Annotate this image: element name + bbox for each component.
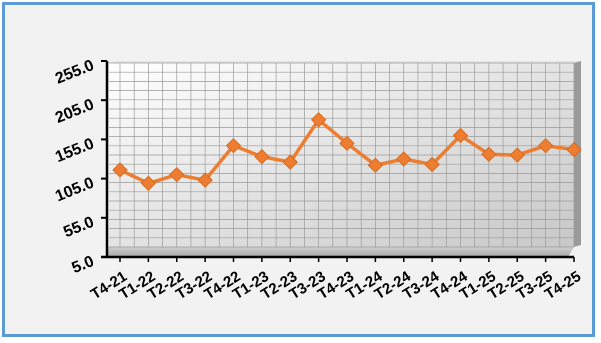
y-tick-label: 5.0	[70, 253, 97, 277]
data-point	[310, 112, 327, 128]
wall-top-edge	[107, 61, 581, 63]
y-tick-label: 205.0	[53, 96, 97, 127]
y-tick-labels: 5.0 55.0 105.0 155.0 205.0 255.0	[53, 57, 107, 277]
y-tick-label: 105.0	[53, 175, 97, 206]
data-point	[509, 147, 525, 163]
data-point	[169, 166, 185, 183]
data-point	[254, 148, 270, 165]
data-point	[481, 146, 497, 163]
data-point	[566, 141, 582, 158]
data-point	[537, 137, 554, 154]
data-point	[112, 162, 128, 178]
data-point	[197, 172, 213, 188]
gridlines	[109, 62, 575, 248]
data-point	[282, 154, 298, 170]
series-markers	[112, 112, 582, 192]
data-point	[140, 175, 157, 192]
side-wall	[574, 61, 581, 247]
axes	[101, 61, 574, 259]
data-point	[225, 137, 242, 154]
floor	[107, 247, 574, 257]
y-tick-label: 55.0	[61, 214, 96, 241]
data-point	[339, 135, 355, 152]
data-point	[424, 156, 440, 173]
y-tick-label: 255.0	[53, 57, 97, 88]
data-point	[367, 157, 384, 173]
data-point	[452, 127, 469, 144]
data-point	[396, 151, 412, 167]
x-tick-labels: T4-21T1-22T2-22T3-22T4-22T1-23T2-23T3-23…	[88, 257, 584, 303]
y-tick-label: 155.0	[53, 135, 97, 166]
